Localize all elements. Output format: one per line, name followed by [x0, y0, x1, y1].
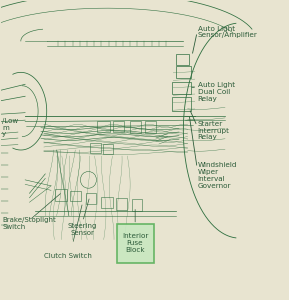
Bar — [101, 197, 113, 208]
FancyBboxPatch shape — [116, 224, 154, 262]
Bar — [70, 190, 81, 201]
Bar — [144, 121, 156, 133]
Bar — [103, 144, 113, 154]
Text: /Low
m
y: /Low m y — [2, 118, 18, 137]
Bar — [130, 121, 141, 133]
Text: Auto Light
Dual Coil
Relay: Auto Light Dual Coil Relay — [198, 82, 235, 101]
Bar — [176, 66, 190, 78]
Bar — [172, 82, 190, 94]
Text: Steering
Sensor: Steering Sensor — [68, 223, 97, 236]
Bar — [176, 54, 189, 65]
Bar — [113, 121, 124, 132]
Text: Auto Light
Sensor/Amplifier: Auto Light Sensor/Amplifier — [198, 26, 257, 38]
Bar — [55, 189, 67, 201]
Text: Brake/Stoplight
Switch: Brake/Stoplight Switch — [2, 217, 56, 230]
Bar — [86, 193, 97, 204]
Bar — [116, 198, 127, 210]
Text: Interior
Fuse
Block: Interior Fuse Block — [122, 233, 148, 253]
Bar — [131, 199, 142, 211]
Text: Clutch Switch: Clutch Switch — [44, 253, 92, 259]
Bar — [172, 97, 190, 111]
Bar — [90, 143, 101, 153]
Text: Starter
Interrupt
Relay: Starter Interrupt Relay — [198, 121, 230, 140]
Bar — [97, 121, 110, 132]
Text: Windshield
Wiper
Interval
Governor: Windshield Wiper Interval Governor — [198, 162, 237, 188]
